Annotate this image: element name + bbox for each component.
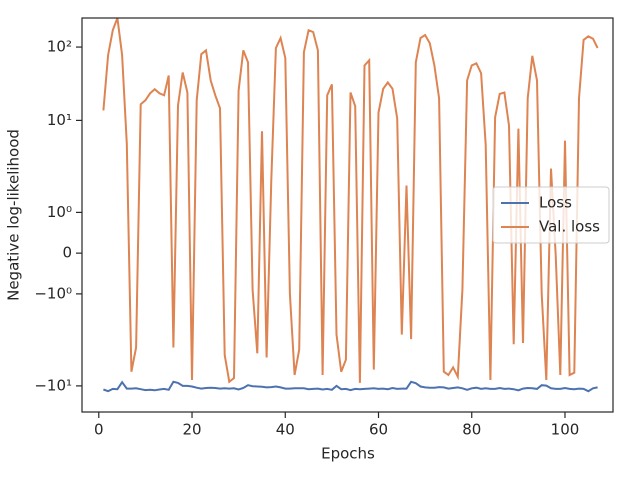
series-line bbox=[103, 380, 598, 393]
y-tick-label: 10¹ bbox=[47, 111, 72, 129]
series-line bbox=[102, 17, 599, 384]
y-tick-label: −10⁰ bbox=[34, 284, 72, 302]
y-tick-label: 0 bbox=[62, 244, 72, 262]
x-tick-label: 0 bbox=[94, 421, 104, 439]
x-tick-label: 40 bbox=[276, 421, 295, 439]
legend-box bbox=[492, 186, 610, 244]
x-tick-label: 80 bbox=[462, 421, 481, 439]
x-axis-label: Epochs bbox=[321, 445, 375, 463]
x-tick-label: 100 bbox=[551, 421, 580, 439]
y-tick-label: 10⁰ bbox=[47, 203, 72, 221]
y-tick-label: −10¹ bbox=[34, 376, 72, 394]
y-axis-label: Negative log-likelihood bbox=[5, 129, 23, 301]
legend-label: Loss bbox=[539, 194, 572, 212]
y-tick-label: 10² bbox=[47, 38, 72, 56]
x-tick-label: 60 bbox=[369, 421, 388, 439]
legend-label: Val. loss bbox=[539, 218, 600, 236]
x-tick-label: 20 bbox=[182, 421, 201, 439]
plot-frame bbox=[81, 17, 614, 413]
